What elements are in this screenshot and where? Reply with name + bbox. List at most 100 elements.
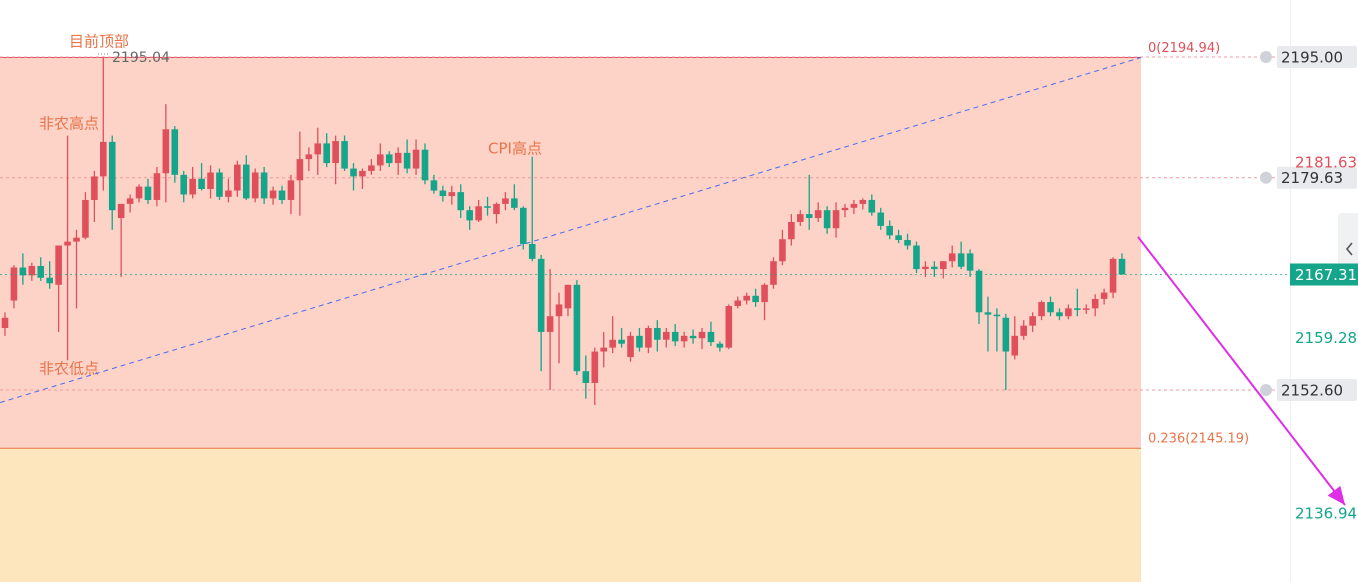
alert-badge — [1277, 46, 1357, 69]
annotation: 非农高点 — [39, 115, 99, 133]
candle-body — [609, 339, 616, 348]
trendline — [0, 57, 1142, 404]
candle-body — [341, 141, 348, 169]
candle-body — [108, 141, 116, 211]
annotation: 目前顶部 — [69, 33, 129, 51]
candle-body — [662, 331, 670, 340]
fib-label: 0.236(2145.19) — [1148, 432, 1249, 447]
candle-body — [957, 253, 965, 267]
bell-icon — [1260, 171, 1272, 184]
candle-body — [832, 210, 840, 229]
candle-body — [234, 164, 241, 191]
candle-body — [323, 143, 330, 164]
candle-body — [403, 152, 411, 169]
candle-body — [10, 267, 18, 301]
candle-body — [287, 180, 295, 200]
candle-body — [689, 335, 697, 339]
candle-body — [948, 253, 956, 262]
candle-body — [421, 149, 429, 181]
annotation: 非农低点 — [39, 360, 99, 378]
y-tick-label: 2181.63 — [1295, 154, 1357, 172]
candle-body — [189, 178, 196, 195]
alert-badge — [1277, 379, 1357, 402]
candle-body — [600, 347, 608, 352]
alert-label: 2179.63 — [1281, 169, 1343, 187]
candle-body — [1056, 312, 1063, 317]
candle-body — [752, 295, 759, 303]
candle-body — [859, 199, 867, 204]
candle-body — [877, 212, 885, 226]
bell-icon — [1260, 384, 1272, 397]
candle-body — [484, 206, 491, 208]
candle-body — [537, 258, 545, 332]
candle-body — [359, 170, 366, 177]
candle-body — [761, 284, 768, 303]
candle-body — [519, 207, 527, 244]
candle-body — [126, 198, 134, 204]
candle-body — [931, 266, 938, 270]
candle-body — [564, 284, 572, 309]
candle-body — [19, 267, 27, 276]
candle-body — [895, 235, 902, 241]
last-price-badge — [1290, 263, 1358, 286]
candle-body — [37, 265, 45, 278]
candle-body — [296, 159, 304, 181]
candle-body — [797, 214, 804, 222]
candle-body — [698, 331, 706, 339]
y-tick-label: 2136.94 — [1295, 505, 1357, 523]
candle-body — [823, 210, 831, 229]
candle-body — [1002, 317, 1010, 352]
candle-body — [412, 149, 420, 169]
candle-body — [502, 198, 509, 204]
candle-body — [1100, 292, 1108, 299]
chevron-icon — [1345, 242, 1353, 256]
candle-body — [984, 312, 992, 315]
candle-body — [1029, 316, 1036, 326]
candle-body — [743, 295, 750, 301]
candle-body — [1091, 298, 1099, 309]
candle-body — [886, 225, 893, 236]
candle-body — [725, 306, 733, 348]
candle-body — [555, 304, 563, 317]
fib-zone — [0, 57, 1141, 449]
candle-body — [618, 339, 625, 344]
candle-body — [645, 327, 652, 348]
candle-body — [439, 190, 447, 197]
candle-body — [99, 141, 107, 177]
candle-body — [377, 154, 384, 166]
candle-body — [707, 331, 715, 343]
candle-body — [82, 199, 89, 238]
candle-body — [966, 253, 974, 271]
candle-body — [117, 203, 125, 219]
candle-body — [225, 190, 232, 197]
candle-body — [475, 206, 482, 221]
candle-body — [1020, 325, 1028, 336]
alert-badge — [1277, 166, 1357, 189]
candle-body — [1, 317, 9, 328]
candle-body — [671, 331, 679, 342]
candle-body — [162, 129, 170, 174]
candle-body — [171, 129, 179, 175]
candle-body — [805, 214, 813, 219]
candle-body — [314, 143, 322, 155]
candle-body — [91, 176, 98, 200]
alert-label: 2152.60 — [1281, 382, 1343, 400]
fib-zone — [0, 448, 1141, 582]
candle-body — [1074, 308, 1081, 310]
candle-body — [1082, 308, 1090, 310]
candle-body — [591, 351, 599, 383]
candle-body — [716, 343, 724, 348]
candle-body — [216, 172, 223, 197]
candle-body — [153, 173, 161, 200]
candle-body — [922, 266, 929, 270]
candle-body — [680, 335, 688, 342]
candle-body — [1038, 302, 1045, 317]
candle-body — [305, 154, 313, 160]
candle-body — [55, 245, 62, 285]
y-tick-label: 2159.28 — [1295, 329, 1357, 347]
bell-icon — [1260, 51, 1272, 64]
candle-body — [939, 261, 947, 270]
candle-body — [448, 192, 456, 197]
candle-body — [734, 300, 742, 307]
